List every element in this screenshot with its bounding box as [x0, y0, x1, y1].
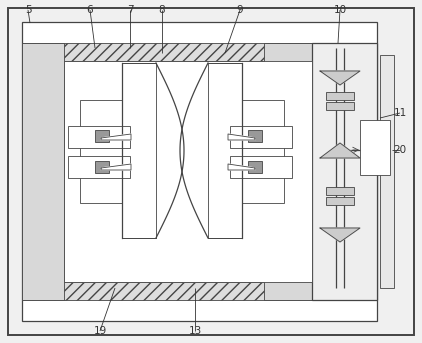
Text: 7: 7 [127, 5, 133, 15]
Bar [80, 100, 122, 203]
Bar [95, 130, 109, 142]
Bar [95, 161, 109, 173]
Text: 20: 20 [393, 145, 406, 155]
Bar [64, 61, 312, 282]
Bar [312, 43, 377, 300]
Text: 10: 10 [333, 5, 346, 15]
Bar [68, 156, 130, 178]
Polygon shape [228, 134, 255, 140]
Bar [22, 43, 64, 300]
Text: 8: 8 [159, 5, 165, 15]
Bar [22, 22, 377, 321]
Bar [326, 102, 354, 110]
Text: 5: 5 [25, 5, 31, 15]
Bar [326, 92, 354, 100]
Bar [326, 197, 354, 205]
Bar [242, 100, 284, 203]
Bar [230, 156, 292, 178]
Text: 9: 9 [237, 5, 243, 15]
Bar [122, 63, 156, 238]
Polygon shape [320, 71, 360, 85]
Text: 11: 11 [393, 108, 407, 118]
Text: 19: 19 [93, 326, 107, 336]
Text: 13: 13 [188, 326, 202, 336]
Text: 6: 6 [87, 5, 93, 15]
Bar [380, 55, 394, 288]
Polygon shape [320, 228, 360, 242]
Bar [264, 43, 312, 300]
Polygon shape [320, 143, 360, 158]
Polygon shape [228, 164, 255, 170]
Polygon shape [101, 164, 131, 170]
Bar [248, 130, 262, 142]
Bar [22, 43, 312, 61]
Bar [208, 63, 242, 238]
Bar [22, 282, 312, 300]
Bar [230, 126, 292, 148]
Bar [248, 161, 262, 173]
Bar [360, 120, 390, 175]
Bar [68, 126, 130, 148]
Bar [326, 187, 354, 195]
Polygon shape [101, 134, 131, 140]
